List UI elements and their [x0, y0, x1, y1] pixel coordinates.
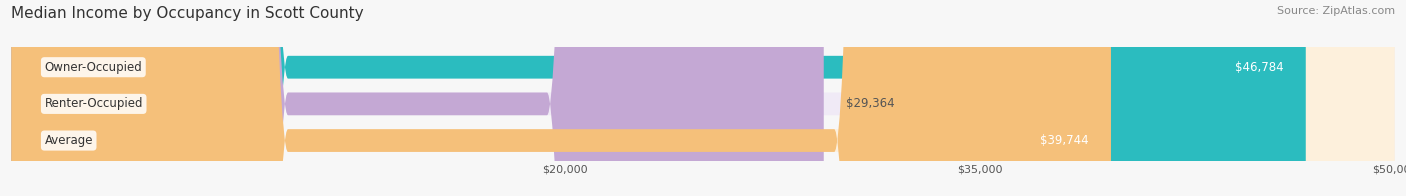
FancyBboxPatch shape — [11, 0, 1111, 196]
FancyBboxPatch shape — [11, 0, 1306, 196]
Text: Renter-Occupied: Renter-Occupied — [45, 97, 143, 110]
FancyBboxPatch shape — [11, 0, 1395, 196]
Text: $29,364: $29,364 — [846, 97, 894, 110]
FancyBboxPatch shape — [11, 0, 824, 196]
Text: Average: Average — [45, 134, 93, 147]
Text: $46,784: $46,784 — [1234, 61, 1284, 74]
Text: Owner-Occupied: Owner-Occupied — [45, 61, 142, 74]
Text: $39,744: $39,744 — [1040, 134, 1088, 147]
FancyBboxPatch shape — [11, 0, 1395, 196]
Text: Median Income by Occupancy in Scott County: Median Income by Occupancy in Scott Coun… — [11, 6, 364, 21]
FancyBboxPatch shape — [11, 0, 1395, 196]
Text: Source: ZipAtlas.com: Source: ZipAtlas.com — [1277, 6, 1395, 16]
